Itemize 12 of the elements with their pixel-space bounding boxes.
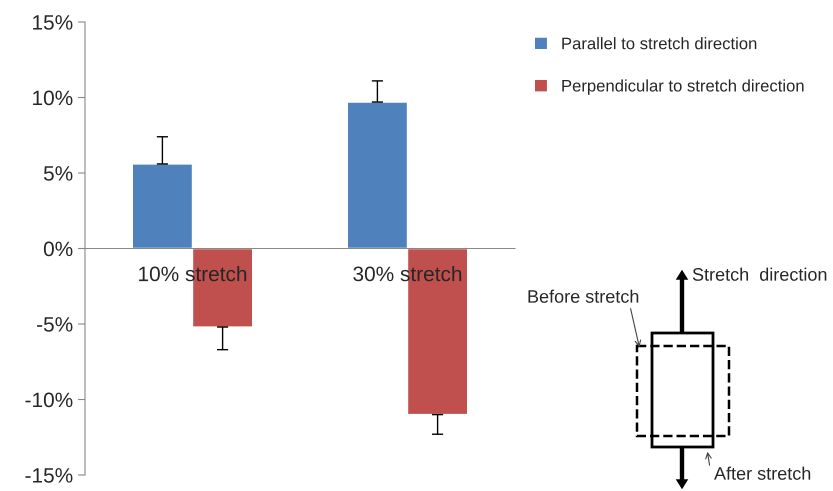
text: Before stretch: [528, 290, 638, 303]
y-tick-label: 0%: [44, 242, 72, 256]
text: Stretch direction: [692, 268, 826, 281]
legend-label: Perpendicular to stretch direction: [562, 79, 804, 95]
text: After stretch: [714, 466, 810, 480]
y-tick-label: 10%: [33, 90, 72, 106]
y-tick-label: -5%: [37, 317, 72, 332]
y-tick-label: -10%: [25, 392, 72, 408]
y-tick-label: 5%: [44, 166, 72, 181]
y-tick-label: -15%: [25, 468, 72, 483]
legend-label: Parallel to stretch direction: [562, 37, 756, 50]
y-tick-label: 15%: [33, 15, 72, 30]
